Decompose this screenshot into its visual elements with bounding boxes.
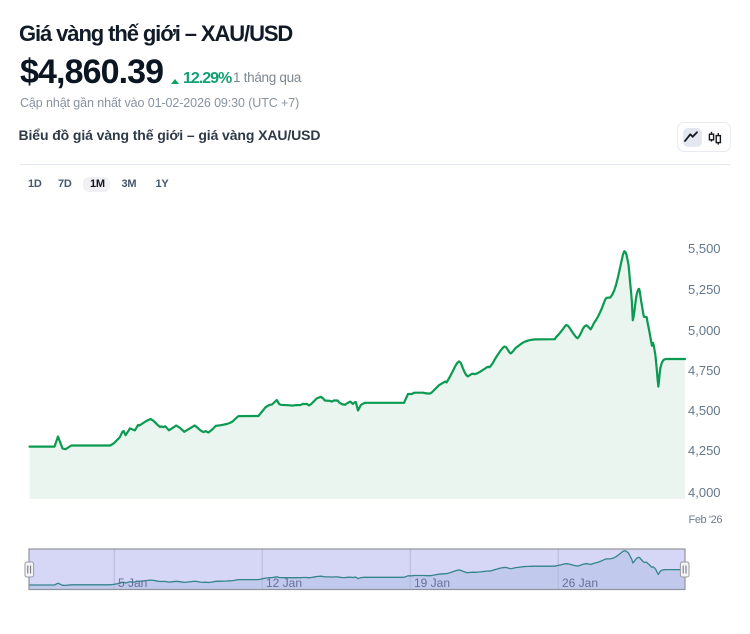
svg-text:5 Jan: 5 Jan [118, 576, 147, 590]
svg-text:19 Jan: 19 Jan [414, 576, 450, 590]
svg-text:26 Jan: 26 Jan [562, 576, 598, 590]
svg-text:12 Jan: 12 Jan [266, 576, 302, 590]
